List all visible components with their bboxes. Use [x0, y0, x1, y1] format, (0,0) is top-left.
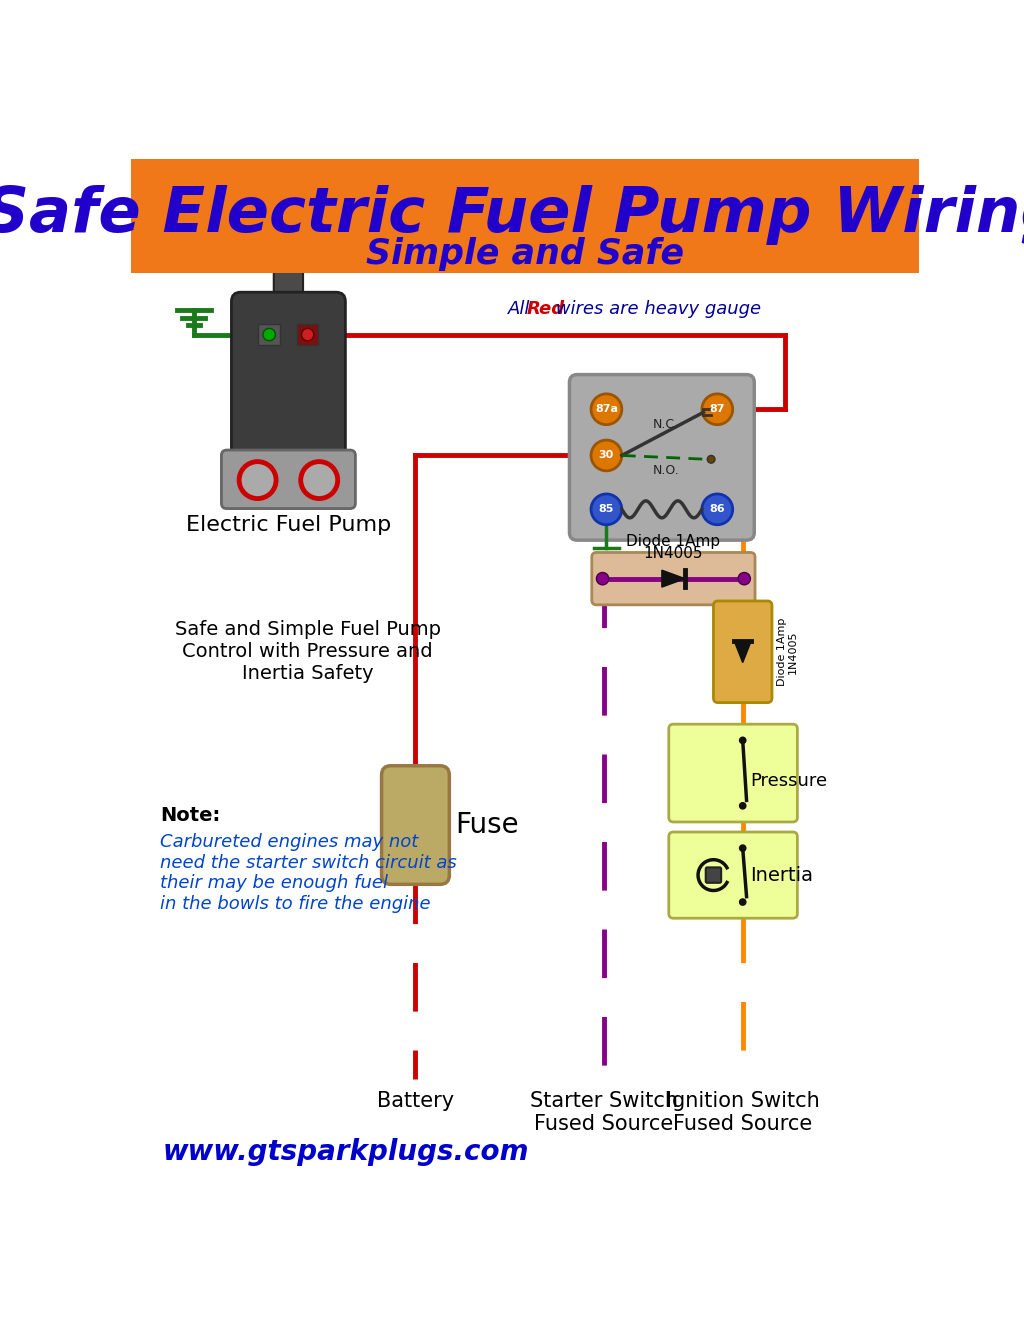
FancyBboxPatch shape: [669, 832, 798, 918]
Text: Diode 1Amp: Diode 1Amp: [627, 534, 721, 549]
Circle shape: [591, 440, 622, 470]
Circle shape: [738, 572, 751, 584]
Text: 87a: 87a: [595, 404, 617, 415]
Text: 30: 30: [599, 451, 614, 461]
Text: Pressure: Pressure: [751, 771, 827, 790]
FancyBboxPatch shape: [592, 553, 755, 604]
FancyBboxPatch shape: [714, 602, 772, 702]
Text: Safe and Simple Fuel Pump
Control with Pressure and
Inertia Safety: Safe and Simple Fuel Pump Control with P…: [175, 620, 440, 684]
Circle shape: [240, 461, 276, 498]
Text: Fuse: Fuse: [456, 811, 519, 839]
Circle shape: [739, 737, 746, 745]
Text: Inertia: Inertia: [751, 865, 813, 885]
Text: Electric Fuel Pump: Electric Fuel Pump: [185, 514, 391, 535]
Text: N.C.: N.C.: [652, 419, 679, 431]
FancyBboxPatch shape: [706, 868, 721, 882]
Text: All: All: [508, 301, 536, 318]
Text: Simple and Safe: Simple and Safe: [366, 237, 684, 272]
Circle shape: [301, 329, 313, 341]
Circle shape: [739, 844, 746, 852]
Text: 86: 86: [710, 505, 725, 514]
FancyBboxPatch shape: [131, 159, 920, 273]
FancyBboxPatch shape: [297, 323, 318, 346]
Circle shape: [708, 456, 715, 464]
Circle shape: [263, 329, 275, 341]
Text: Note:: Note:: [160, 806, 220, 824]
Text: Red: Red: [527, 301, 565, 318]
FancyBboxPatch shape: [569, 375, 755, 541]
Text: Diode 1Amp
1N4005: Diode 1Amp 1N4005: [776, 617, 798, 686]
Circle shape: [591, 494, 622, 525]
Text: N.O.: N.O.: [652, 464, 679, 477]
Text: Carbureted engines may not
need the starter switch circuit as
their may be enoug: Carbureted engines may not need the star…: [160, 832, 457, 913]
Circle shape: [591, 394, 622, 424]
Circle shape: [301, 461, 338, 498]
Text: 85: 85: [599, 505, 614, 514]
FancyBboxPatch shape: [258, 323, 280, 346]
Polygon shape: [662, 570, 685, 587]
Text: 1N4005: 1N4005: [644, 546, 703, 560]
Text: 87: 87: [710, 404, 725, 415]
Circle shape: [739, 802, 746, 810]
Text: Battery: Battery: [377, 1090, 454, 1110]
FancyBboxPatch shape: [669, 725, 798, 822]
Text: www.gtsparkplugs.com: www.gtsparkplugs.com: [163, 1138, 529, 1166]
FancyBboxPatch shape: [221, 451, 355, 509]
Text: Ignition Switch
Fused Source: Ignition Switch Fused Source: [666, 1090, 819, 1134]
FancyBboxPatch shape: [382, 766, 450, 884]
FancyBboxPatch shape: [231, 293, 345, 469]
Circle shape: [596, 572, 608, 584]
Polygon shape: [734, 641, 752, 662]
Circle shape: [701, 494, 733, 525]
Text: Starter Switch
Fused Source: Starter Switch Fused Source: [530, 1090, 678, 1134]
Circle shape: [701, 394, 733, 424]
Text: wires are heavy gauge: wires are heavy gauge: [550, 301, 761, 318]
FancyBboxPatch shape: [273, 269, 303, 307]
Text: Safe Electric Fuel Pump Wiring: Safe Electric Fuel Pump Wiring: [0, 186, 1024, 245]
Circle shape: [739, 898, 746, 906]
